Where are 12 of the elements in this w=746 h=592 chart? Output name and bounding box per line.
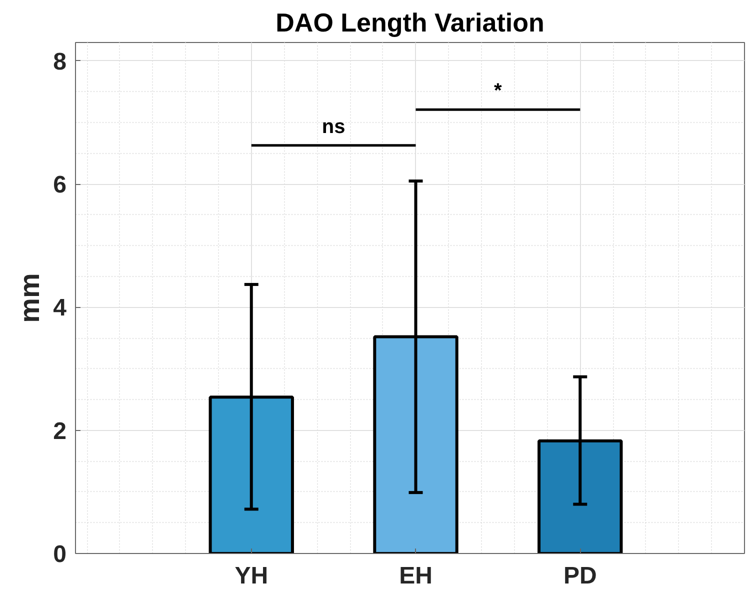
y-axis-title: mm [14, 273, 46, 323]
y-tick-label: 4 [53, 294, 68, 322]
x-tick-label: PD [563, 562, 597, 590]
y-tick-label: 8 [53, 48, 67, 76]
x-tick-label: EH [399, 562, 432, 590]
y-tick-label: 0 [53, 541, 67, 568]
y-tick-label: 2 [53, 418, 67, 445]
x-tick-label: YH [234, 562, 268, 590]
annotation: * [494, 80, 502, 102]
annotation: ns [322, 116, 346, 138]
chart-title: DAO Length Variation [276, 8, 544, 38]
y-tick-label: 6 [53, 172, 67, 199]
